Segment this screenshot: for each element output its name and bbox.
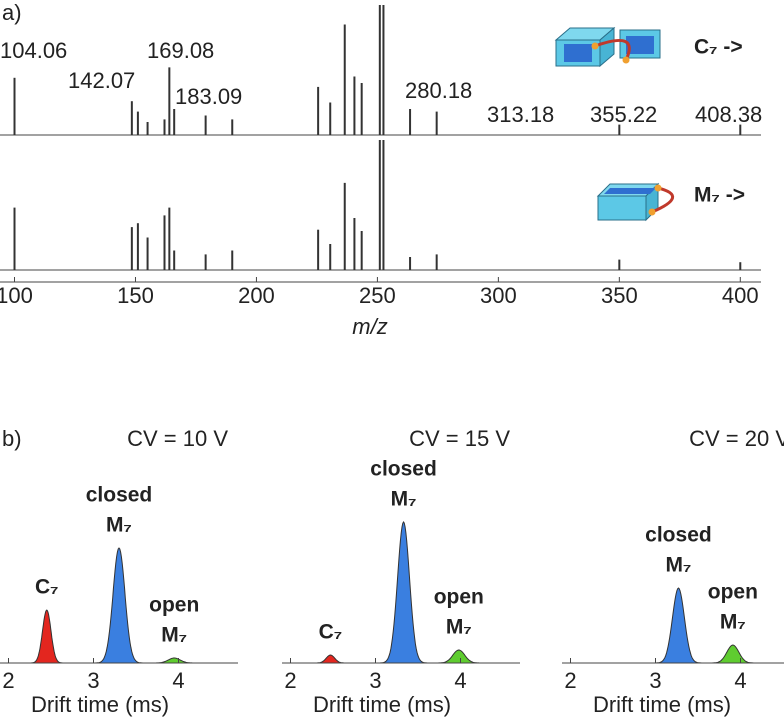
x-tick-label: 3 — [87, 668, 99, 693]
panel-title: CV = 20 V — [689, 426, 784, 451]
legend-entry: C₇ -> — [694, 36, 743, 59]
peak-label: M₇ — [720, 611, 746, 634]
x-tick-label: 4 — [172, 668, 184, 693]
legend-entry: M₇ -> — [694, 184, 745, 207]
x-tick-label: 250 — [359, 283, 396, 308]
x-tick-label: 3 — [649, 668, 661, 693]
icon-open — [596, 182, 674, 222]
peak-label: open — [708, 581, 758, 604]
peak-label: M₇ — [391, 488, 417, 511]
peak-label: closed — [86, 484, 153, 507]
peak-annotation: 313.18 — [487, 102, 554, 127]
x-tick-label: 150 — [117, 283, 154, 308]
panel-title: CV = 15 V — [409, 426, 510, 451]
peak-annotation: 183.09 — [175, 84, 242, 109]
peak-label: open — [149, 594, 199, 617]
peak-label: closed — [370, 458, 437, 481]
peak-annotation: 169.08 — [147, 38, 214, 63]
peak-annotation: 280.18 — [405, 78, 472, 103]
drift-peak — [709, 644, 757, 664]
drift-peak — [435, 649, 483, 664]
peak-annotation: 408.38 — [695, 102, 762, 127]
peak-label: M₇ — [446, 616, 472, 639]
icon-closed — [554, 26, 661, 68]
peak-label: M₇ — [161, 624, 187, 647]
peak-label: closed — [645, 524, 712, 547]
peak-label: open — [434, 586, 484, 609]
x-tick-label: 350 — [601, 283, 638, 308]
drift-peak — [150, 657, 199, 664]
peak-annotation: 104.06 — [0, 38, 67, 63]
x-tick-label: 2 — [564, 668, 576, 693]
drift-peak — [29, 609, 64, 664]
peak-annotation: 355.22 — [590, 102, 657, 127]
peak-annotation: 142.07 — [68, 68, 135, 93]
x-tick-label: 300 — [480, 283, 517, 308]
x-tick-label: 100 — [0, 283, 33, 308]
x-tick-label: 3 — [369, 668, 381, 693]
x-tick-label: 400 — [722, 283, 759, 308]
x-axis-label: Drift time (ms) — [313, 692, 451, 717]
x-axis-label: Drift time (ms) — [593, 692, 731, 717]
x-tick-label: 4 — [454, 668, 466, 693]
x-tick-label: 4 — [734, 668, 746, 693]
drift-peak — [654, 587, 703, 664]
panel-title: CV = 10 V — [127, 426, 228, 451]
x-tick-label: 2 — [2, 668, 14, 693]
drift-peak — [379, 521, 428, 664]
drift-peak — [313, 654, 348, 664]
peak-label: M₇ — [106, 514, 132, 537]
x-axis-label: m/z — [352, 314, 387, 339]
x-tick-label: 2 — [284, 668, 296, 693]
panel-label: a) — [2, 0, 22, 25]
peak-label: C₇ — [319, 621, 343, 644]
peak-label: M₇ — [665, 554, 691, 577]
x-tick-label: 200 — [238, 283, 275, 308]
x-axis-label: Drift time (ms) — [31, 692, 169, 717]
peak-label: C₇ — [35, 576, 59, 599]
panel-label: b) — [2, 426, 22, 451]
drift-peak — [95, 547, 143, 664]
